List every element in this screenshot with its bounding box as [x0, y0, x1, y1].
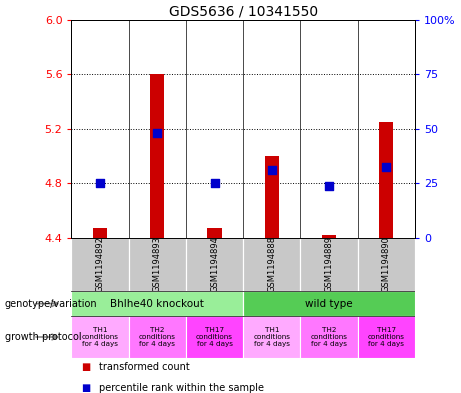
Text: GSM1194888: GSM1194888 — [267, 236, 276, 292]
Text: ■: ■ — [81, 383, 90, 393]
Text: GSM1194893: GSM1194893 — [153, 236, 162, 292]
Text: TH17
conditions
for 4 days: TH17 conditions for 4 days — [368, 327, 405, 347]
Point — [268, 167, 276, 173]
Bar — [322, 235, 336, 238]
Bar — [71, 316, 129, 358]
Text: TH2
conditions
for 4 days: TH2 conditions for 4 days — [139, 327, 176, 347]
Bar — [186, 238, 243, 291]
Bar — [301, 238, 358, 291]
Point — [96, 180, 104, 186]
Bar — [379, 122, 393, 238]
Bar — [186, 316, 243, 358]
Text: ■: ■ — [81, 362, 90, 371]
Bar — [71, 291, 243, 316]
Text: transformed count: transformed count — [99, 362, 190, 371]
Text: TH1
conditions
for 4 days: TH1 conditions for 4 days — [253, 327, 290, 347]
Text: Bhlhe40 knockout: Bhlhe40 knockout — [110, 299, 204, 309]
Bar — [129, 316, 186, 358]
Title: GDS5636 / 10341550: GDS5636 / 10341550 — [169, 4, 318, 18]
Bar — [93, 228, 107, 238]
Bar — [243, 316, 301, 358]
Bar — [207, 228, 222, 238]
Bar — [265, 156, 279, 238]
Bar — [243, 238, 301, 291]
Text: wild type: wild type — [305, 299, 353, 309]
Text: TH1
conditions
for 4 days: TH1 conditions for 4 days — [82, 327, 118, 347]
Bar — [358, 238, 415, 291]
Bar — [358, 316, 415, 358]
Point — [211, 180, 218, 186]
Text: percentile rank within the sample: percentile rank within the sample — [99, 383, 264, 393]
Bar — [243, 291, 415, 316]
Point — [325, 183, 333, 189]
Bar — [150, 74, 165, 238]
Text: growth protocol: growth protocol — [5, 332, 81, 342]
Text: genotype/variation: genotype/variation — [5, 299, 97, 309]
Bar — [129, 238, 186, 291]
Text: GSM1194889: GSM1194889 — [325, 236, 334, 292]
Text: TH2
conditions
for 4 days: TH2 conditions for 4 days — [311, 327, 348, 347]
Text: GSM1194890: GSM1194890 — [382, 236, 391, 292]
Point — [154, 130, 161, 136]
Text: TH17
conditions
for 4 days: TH17 conditions for 4 days — [196, 327, 233, 347]
Bar — [301, 316, 358, 358]
Text: GSM1194892: GSM1194892 — [95, 236, 105, 292]
Point — [383, 164, 390, 170]
Bar — [71, 238, 129, 291]
Text: GSM1194894: GSM1194894 — [210, 236, 219, 292]
